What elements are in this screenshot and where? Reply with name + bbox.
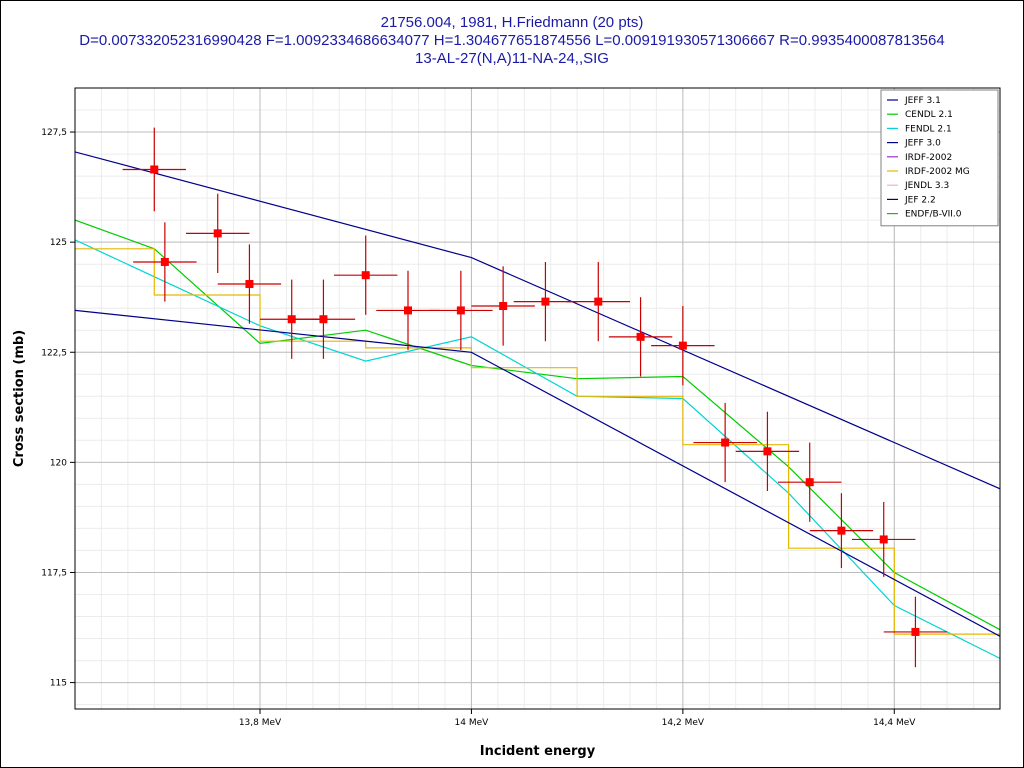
- data-point: [636, 332, 645, 341]
- series-layer: [75, 151, 1000, 659]
- data-point: [879, 535, 888, 544]
- data-point: [678, 341, 687, 350]
- x-axis-label: Incident energy: [480, 744, 596, 759]
- x-tick-label: 14 MeV: [455, 718, 490, 728]
- legend-label: JEFF 3.1: [904, 96, 941, 106]
- legend-label: CENDL 2.1: [905, 110, 953, 120]
- data-point: [911, 627, 920, 636]
- y-tick-label: 117,5: [41, 568, 67, 578]
- chart-reaction: 13-AL-27(N,A)11-NA-24,,SIG: [415, 50, 609, 67]
- series-line-jeff-3-1: [75, 151, 1000, 490]
- data-point: [319, 315, 328, 324]
- data-point: [404, 306, 412, 315]
- data-point: [837, 526, 846, 535]
- chart-subtitle: D=0.007332052316990428 F=1.0092334686634…: [79, 32, 945, 49]
- legend-label: JENDL 3.3: [904, 181, 949, 191]
- data-point: [805, 478, 814, 487]
- y-tick-label: 120: [50, 458, 67, 468]
- data-point: [499, 302, 508, 311]
- legend: JEFF 3.1 CENDL 2.1 FENDL 2.1 JEFF 3.0 IRDF-2…: [880, 89, 999, 227]
- x-tick-label: 14,2 MeV: [662, 718, 705, 728]
- y-tick-label: 115: [50, 679, 67, 689]
- legend-label: IRDF-2002 MG: [905, 167, 970, 177]
- data-point: [213, 229, 222, 238]
- x-tick-label: 13,8 MeV: [239, 718, 282, 728]
- series-line-irdf-2002-mg: [75, 248, 1000, 635]
- data-point: [245, 279, 254, 288]
- data-point: [456, 306, 465, 315]
- y-tick-label: 125: [50, 238, 67, 248]
- y-tick-label: 122,5: [41, 348, 67, 358]
- legend-label: ENDF/B-VII.0: [905, 210, 962, 220]
- series-line-cendl-2-1: [75, 219, 1000, 631]
- data-point: [763, 447, 772, 456]
- data-point: [541, 297, 550, 306]
- x-tick-label: 14,4 MeV: [873, 718, 916, 728]
- legend-label: FENDL 2.1: [905, 124, 952, 134]
- y-axis-label: Cross section (mb): [12, 330, 27, 467]
- legend-label: IRDF-2002: [905, 153, 952, 163]
- chart-title: 21756.004, 1981, H.Friedmann (20 pts): [380, 14, 644, 31]
- points-layer: [122, 127, 948, 668]
- y-tick-label: 127,5: [41, 128, 67, 138]
- data-point: [150, 165, 159, 174]
- legend-box: [880, 89, 999, 227]
- series-line-jef-2-2: [75, 309, 1000, 637]
- plot-border: [74, 87, 1001, 710]
- axis-ticks: 13,8 MeV 14 MeV 14,2 MeV 14,4 MeV 115 117,5 12…: [41, 128, 916, 728]
- chart-titles: 21756.004, 1981, H.Friedmann (20 pts) D=…: [0, 14, 1024, 68]
- grid: [74, 88, 1000, 709]
- data-point: [361, 271, 370, 280]
- data-point: [160, 257, 169, 266]
- legend-label: JEFF 3.0: [904, 139, 941, 149]
- legend-label: JEF 2.2: [904, 195, 936, 205]
- data-point: [721, 438, 730, 447]
- data-point: [594, 297, 603, 306]
